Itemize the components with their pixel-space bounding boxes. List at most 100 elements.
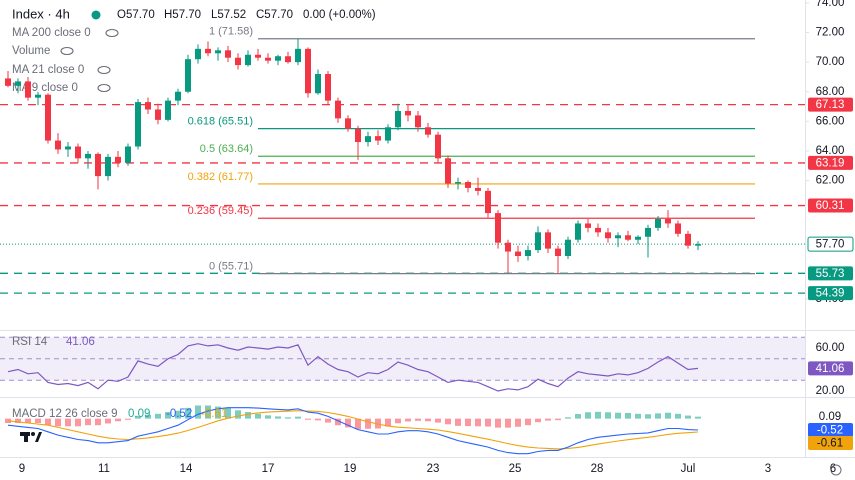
price-badge	[808, 198, 853, 213]
price-change: 0.00 (+0.00%)	[303, 9, 376, 21]
x-tick-label: Jul	[681, 463, 696, 475]
histogram-bar	[435, 418, 441, 423]
histogram-bar	[135, 416, 141, 419]
histogram-bar	[205, 405, 211, 419]
histogram-bar	[455, 418, 461, 426]
candle-body	[175, 91, 181, 101]
price-badge-label: 55.73	[816, 268, 845, 280]
candle-body	[465, 182, 471, 188]
histogram-bar	[615, 412, 621, 419]
candle-body	[45, 94, 51, 141]
indicator-label[interactable]: Volume	[12, 45, 50, 57]
macd-line	[7, 407, 699, 455]
y-tick-label: 72.00	[816, 27, 845, 39]
price-badge-label: 67.13	[816, 99, 845, 111]
candle-body	[135, 102, 141, 147]
candle-body	[265, 57, 271, 61]
candle-body	[515, 251, 521, 257]
candle-body	[475, 187, 481, 191]
histogram-bar	[445, 418, 451, 425]
candle-body	[195, 48, 201, 60]
candle-body	[395, 110, 401, 128]
candle-body	[185, 59, 191, 92]
candle-body	[255, 54, 261, 58]
candle-body	[345, 118, 351, 129]
y-tick-label: 66.00	[816, 115, 845, 127]
histogram-bar	[645, 414, 651, 419]
y-tick-label: 60.00	[816, 342, 845, 354]
candle-body	[375, 136, 381, 141]
histogram-bar	[175, 410, 181, 419]
histogram-bar	[665, 412, 671, 419]
histogram-bar	[565, 417, 571, 419]
price-badge	[808, 155, 853, 170]
fib-label: 0.236 (59.45)	[188, 205, 253, 217]
candle-body	[35, 94, 41, 98]
candle-body	[25, 81, 31, 98]
ohlc-low: L57.52	[211, 9, 246, 21]
candle-body	[365, 136, 371, 143]
candle-body	[5, 78, 11, 86]
candle-body	[455, 182, 461, 184]
x-tick-label: 14	[180, 463, 193, 475]
x-tick-label: 23	[427, 463, 440, 475]
y-tick-label: 64.00	[816, 145, 845, 157]
rsi-line	[7, 343, 699, 392]
histogram-bar	[285, 417, 291, 419]
histogram-bar	[245, 412, 251, 419]
indicator-label[interactable]: MA 9 close 0	[12, 82, 78, 94]
price-badge	[808, 436, 853, 451]
y-tick-label: 20.00	[816, 385, 845, 397]
histogram-bar	[355, 418, 361, 430]
candle-body	[435, 134, 441, 159]
x-tick-label: 17	[262, 463, 275, 475]
candle-body	[555, 248, 561, 257]
histogram-bar	[625, 412, 631, 419]
candle-body	[685, 233, 691, 246]
candle-body	[85, 153, 91, 159]
candle-body	[285, 56, 291, 63]
candle-body	[205, 48, 211, 54]
candle-body	[575, 223, 581, 240]
indicator-label[interactable]: MA 200 close 0	[12, 27, 91, 39]
panel-title: MACD 12 26 close 9	[12, 408, 117, 420]
histogram-bar	[395, 418, 401, 424]
histogram-bar	[475, 418, 481, 427]
histogram-bar	[405, 418, 411, 422]
histogram-bar	[345, 418, 351, 428]
candle-body	[95, 153, 101, 177]
panel-value: 41.06	[66, 336, 95, 348]
candle-body	[155, 109, 161, 120]
histogram-bar	[215, 406, 221, 419]
price-badge	[808, 286, 853, 301]
candle-body	[125, 146, 131, 163]
ohlc-high: H57.70	[164, 9, 201, 21]
histogram-bar	[605, 412, 611, 419]
symbol-title[interactable]: Index · 4h	[12, 6, 70, 21]
price-badge	[808, 266, 853, 281]
histogram-bar	[535, 418, 541, 423]
settings-icon[interactable]	[830, 464, 842, 476]
histogram-bar	[255, 413, 261, 419]
candle-body	[165, 100, 171, 120]
candle-body	[215, 50, 221, 54]
fib-label: 1 (71.58)	[209, 26, 253, 38]
price-badge-label: -0.61	[817, 438, 843, 450]
indicator-label[interactable]: MA 21 close 0	[12, 64, 84, 76]
candle-body	[605, 232, 611, 239]
fib-label: 0 (55.71)	[209, 261, 253, 273]
candle-body	[645, 227, 651, 237]
status-dot	[91, 10, 101, 20]
candle-body	[355, 128, 361, 143]
x-tick-label: 19	[344, 463, 357, 475]
x-tick-label: 11	[98, 463, 110, 475]
y-tick-label: 62.00	[816, 175, 845, 187]
histogram-bar	[125, 418, 131, 420]
candle-body	[485, 190, 491, 214]
histogram-bar	[85, 418, 91, 426]
candle-body	[235, 57, 241, 66]
fib-label: 0.382 (61.77)	[188, 171, 253, 183]
histogram-bar	[685, 415, 691, 419]
